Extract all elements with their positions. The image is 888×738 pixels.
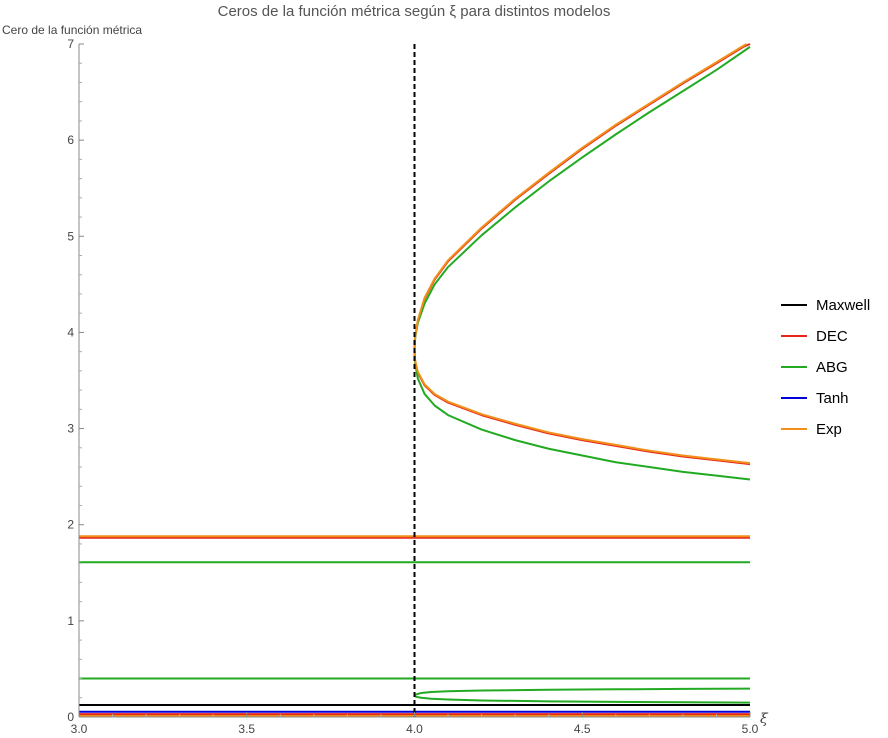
series-abg-line-5 <box>414 694 751 704</box>
y-tick-label: 5 <box>67 229 74 243</box>
y-tick-label: 2 <box>67 518 74 532</box>
legend-label-tanh: Tanh <box>816 390 849 407</box>
axes: 0 1 2 3 4 5 6 7 3.0 3.5 4.0 4.5 5.0 <box>67 37 758 736</box>
series-exp-line-2 <box>413 43 748 350</box>
y-tick-label: 4 <box>67 325 74 339</box>
x-axis-label: ξ <box>760 711 769 727</box>
legend-label-dec: DEC <box>816 328 848 345</box>
legend-label-exp: Exp <box>816 421 842 438</box>
y-tick-label: 1 <box>67 614 74 628</box>
chart-title: Ceros de la función métrica según ξ para… <box>218 3 611 20</box>
series-abg-line-2 <box>413 46 751 350</box>
legend-label-maxwell: Maxwell <box>816 297 870 314</box>
series-dec-line-2 <box>413 43 751 350</box>
x-tick-label: 3.0 <box>71 722 88 736</box>
series-abg-line-3 <box>413 349 751 481</box>
legend-label-abg: ABG <box>816 359 848 376</box>
x-tick-label: 3.5 <box>238 722 255 736</box>
x-tick-label: 4.5 <box>574 722 591 736</box>
y-tick-label: 6 <box>67 133 74 147</box>
series-abg-line-4 <box>414 687 751 696</box>
y-tick-label: 0 <box>67 710 74 724</box>
y-tick-label: 3 <box>67 422 74 436</box>
series-exp-line-3 <box>413 349 751 465</box>
y-tick-label: 7 <box>67 37 74 51</box>
legend: Maxwell DEC ABG Tanh Exp <box>781 297 870 438</box>
x-tick-label: 5.0 <box>742 722 759 736</box>
y-axis-label: Cero de la función métrica <box>2 23 142 37</box>
x-tick-label: 4.0 <box>406 722 423 736</box>
